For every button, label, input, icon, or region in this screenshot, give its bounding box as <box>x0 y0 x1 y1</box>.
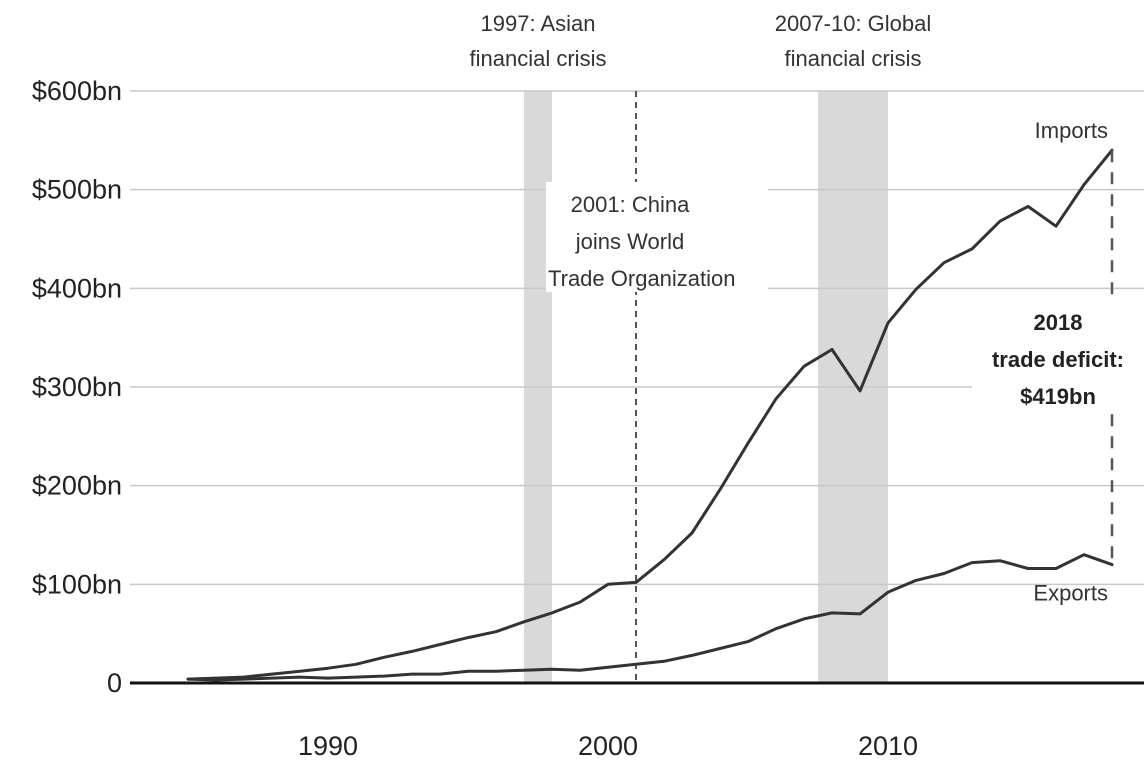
series-lines <box>186 148 1114 682</box>
series-line-exports <box>186 553 1114 682</box>
y-tick-label: $300bn <box>32 372 122 402</box>
y-tick-label: $100bn <box>32 569 122 599</box>
imports-series-label: Imports <box>1035 118 1108 143</box>
x-tick-label: 2010 <box>858 731 918 760</box>
deficit-label-background <box>972 300 1144 410</box>
x-tick-label: 1990 <box>298 731 358 760</box>
y-tick-label: $500bn <box>32 175 122 205</box>
shaded-period-label: financial crisis <box>785 46 922 71</box>
y-tick-label: $400bn <box>32 273 122 303</box>
y-tick-label: $600bn <box>32 76 122 106</box>
x-tick-label: 2000 <box>578 731 638 760</box>
event-label-background <box>546 182 768 292</box>
chart-labels: 1997: Asian financial crisis 2007-10: Glob… <box>32 11 1124 760</box>
deficit-label: 2018 <box>1034 310 1083 335</box>
event-label: Trade Organization <box>548 266 736 291</box>
event-label: joins World <box>575 229 684 254</box>
y-tick-label: 0 <box>107 668 122 698</box>
deficit-label: $419bn <box>1020 384 1096 409</box>
event-label: 2001: China <box>571 192 690 217</box>
y-tick-label: $200bn <box>32 471 122 501</box>
exports-series-label: Exports <box>1033 581 1108 606</box>
shaded-period-label: 1997: Asian <box>481 11 596 36</box>
series-line-imports <box>186 148 1114 681</box>
shaded-period-label: financial crisis <box>470 46 607 71</box>
deficit-annotation <box>972 150 1144 565</box>
shaded-period-label: 2007-10: Global <box>775 11 932 36</box>
deficit-label: trade deficit: <box>992 347 1124 372</box>
